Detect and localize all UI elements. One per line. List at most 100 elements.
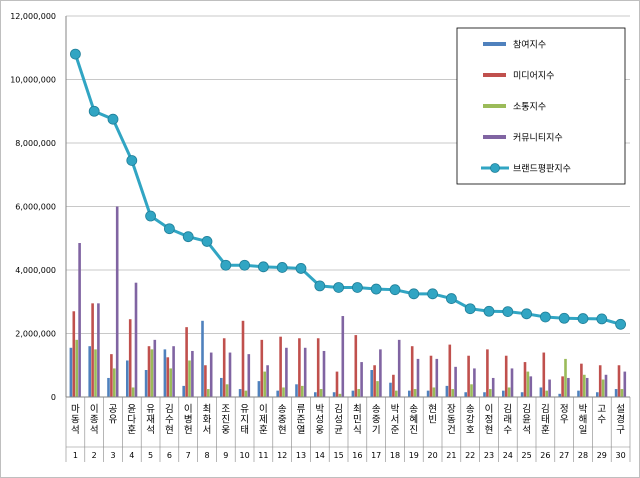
rank-label: 12 [277, 451, 287, 460]
bar [209, 352, 213, 397]
line-point [163, 223, 175, 235]
rank-label: 28 [578, 451, 588, 460]
bar [416, 358, 420, 397]
bar [413, 389, 417, 397]
rank-label: 24 [503, 451, 513, 460]
y-tick-label: 8,000,000 [15, 139, 56, 148]
bar [467, 355, 470, 397]
line-point [540, 311, 551, 323]
bar [257, 381, 261, 397]
rank-label: 11 [258, 451, 268, 460]
bar [389, 382, 392, 397]
x-axis: 마 동 석 1 이 종 석 2 공 유 3 윤 다 훈 4 유 재 석 5 김 수 현 6 이 병 헌 7 최 화 서 8 조 진 웅 9 유 지 태 10… [65, 396, 631, 462]
bar [432, 387, 436, 397]
bar [435, 358, 439, 397]
bar [620, 389, 624, 397]
rank-label: 26 [540, 451, 550, 460]
y-tick-label: 4,000,000 [15, 266, 56, 275]
bar [115, 206, 119, 397]
rank-label: 2 [92, 451, 97, 460]
bar [370, 370, 373, 397]
line-series [70, 48, 626, 330]
bar [360, 362, 363, 397]
bar [88, 346, 91, 397]
rank-label: 30 [616, 451, 626, 460]
legend-label: 커뮤니티지수 [513, 133, 563, 144]
bar [97, 303, 100, 397]
bar [486, 349, 489, 397]
rank-label: 10 [240, 451, 250, 460]
bar [464, 392, 467, 397]
bar [314, 392, 317, 397]
rank-label: 5 [148, 451, 153, 460]
bar [507, 387, 511, 397]
bar [623, 371, 627, 397]
line-point [295, 263, 307, 274]
bar [376, 381, 379, 397]
bar [78, 243, 81, 397]
rank-label: 14 [315, 451, 325, 460]
bar [222, 338, 226, 397]
bar [207, 389, 210, 397]
bar [144, 370, 148, 397]
bar [523, 362, 527, 397]
line-point [427, 288, 439, 300]
bar [69, 347, 73, 397]
bar [598, 365, 602, 397]
bar [113, 368, 116, 397]
line-point [577, 313, 589, 324]
line-point [445, 293, 457, 304]
bar [601, 379, 605, 397]
rank-label: 6 [167, 451, 172, 460]
bar [491, 377, 495, 397]
bar [182, 385, 185, 397]
bar [351, 390, 355, 397]
bar [529, 376, 533, 397]
bar [392, 374, 395, 397]
bar [266, 365, 269, 397]
bar [583, 374, 586, 397]
legend-label: 소통지수 [513, 102, 546, 113]
bar [504, 355, 508, 397]
bar [373, 365, 376, 397]
bar [147, 346, 151, 397]
line-point [615, 318, 626, 330]
rank-label: 17 [371, 451, 381, 460]
bar [454, 366, 457, 397]
rank-label: 8 [204, 451, 209, 460]
bar [577, 390, 580, 397]
legend-marker [490, 163, 500, 173]
y-tick-label: 12,000,000 [10, 12, 56, 21]
rank-label: 29 [597, 451, 607, 460]
bar [520, 392, 524, 397]
rank-label: 4 [129, 451, 134, 460]
bar [316, 338, 320, 397]
bar [470, 384, 473, 397]
bar [163, 349, 167, 397]
bar [303, 347, 307, 397]
bar [279, 336, 282, 397]
bar [379, 349, 382, 397]
bar [285, 347, 288, 397]
bar [322, 350, 326, 397]
bar [473, 368, 476, 397]
bar [445, 385, 449, 397]
line-point [464, 303, 476, 315]
line-point [70, 48, 81, 60]
bar [220, 377, 223, 397]
bar [150, 349, 154, 397]
rank-label: 1 [73, 451, 78, 460]
bar [153, 339, 157, 397]
